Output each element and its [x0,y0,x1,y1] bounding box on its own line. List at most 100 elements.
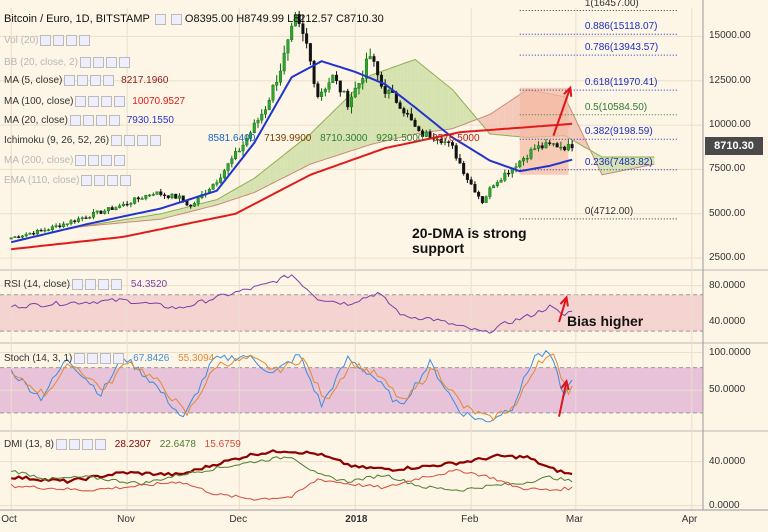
settings-icon[interactable] [82,115,94,126]
add-icon[interactable] [66,35,78,46]
candle-body [477,192,481,197]
close-icon[interactable] [103,75,115,86]
visibility-icon[interactable] [79,57,91,68]
visibility-icon[interactable] [75,155,87,166]
panel-control-icon[interactable] [111,279,123,290]
visibility-icon[interactable] [75,96,87,107]
close-icon[interactable] [79,35,91,46]
candle-body [417,126,421,132]
indicator-legend-item[interactable]: Vol (20) [4,35,91,47]
settings-icon[interactable] [53,35,65,46]
indicator-legend-item[interactable]: MA (20, close) 7930.1550 [4,115,174,126]
panel-control-icon[interactable] [72,279,84,290]
cloud-segment [261,169,266,189]
cloud-segment [362,79,367,148]
panel-control-icon[interactable] [82,439,94,450]
cloud-segment [418,62,423,134]
panel-control-icon[interactable] [56,439,68,450]
cloud-segment [250,178,255,194]
fib-level-label: 0.382(9198.59) [584,126,653,138]
panel-control-icon[interactable] [113,353,125,364]
candle-body [533,148,537,150]
panel-control-icon[interactable] [100,353,112,364]
indicator-name: Vol (20) [4,35,39,47]
settings-icon[interactable] [154,13,166,25]
cloud-segment [407,60,412,136]
cloud-segment [358,82,363,149]
settings-icon[interactable] [88,96,100,107]
candle-body [230,158,234,164]
ichimoku-line-value: 8710.3000 [320,133,371,144]
candle-body [159,191,163,196]
candle-body [290,25,294,40]
cloud-segment [205,201,210,208]
panel-control-icon[interactable] [87,353,99,364]
indicator-legend-item[interactable]: MA (200, close) [4,155,126,166]
indicator-legend-item[interactable]: MA (5, close) 8217.1960 [4,75,168,86]
candle-body [563,146,567,151]
indicator-legend-item[interactable]: Ichimoku (9, 26, 52, 26) [4,135,162,146]
candle-body [65,223,69,225]
visibility-icon[interactable] [69,115,81,126]
candle-body [335,74,339,81]
candle-body [480,196,484,203]
indicator-name: BB (20, close, 2) [4,57,78,69]
cloud-segment [321,119,326,161]
add-icon[interactable] [107,175,119,186]
candle-body [62,223,66,227]
add-icon[interactable] [137,135,149,146]
candle-body [121,203,125,207]
cloud-segment [388,67,393,141]
settings-icon[interactable] [77,75,89,86]
candle-body [297,14,301,24]
close-icon[interactable] [108,115,120,126]
add-icon[interactable] [101,155,113,166]
visibility-icon[interactable] [64,75,76,86]
candle-body [462,163,466,174]
close-icon[interactable] [114,96,126,107]
candle-body [293,14,297,27]
add-icon[interactable] [90,75,102,86]
candle-body [525,157,529,160]
panel-control-icon[interactable] [69,439,81,450]
candle-body [125,203,129,206]
close-icon[interactable] [150,135,162,146]
cloud-segment [209,200,214,207]
panel-control-icon[interactable] [85,279,97,290]
visibility-icon[interactable] [40,35,52,46]
candle-body [222,170,226,179]
moving-average-line [10,60,573,244]
cloud-segment [377,71,382,143]
indicator-legend-item[interactable]: MA (100, close) 10070.9527 [4,96,185,107]
panel-control-icon[interactable] [95,439,107,450]
settings-icon[interactable] [94,175,106,186]
candle-body [252,122,256,133]
x-tick-label: Feb [461,514,479,525]
add-icon[interactable] [105,57,117,68]
cloud-segment [325,115,330,160]
cloud-segment [153,214,158,220]
close-icon[interactable] [114,155,126,166]
visibility-icon[interactable] [170,13,182,25]
panel-title: Stoch (14, 3, 1) 67.8426 55.3094 [4,353,214,364]
indicator-name: EMA (110, close) [4,175,80,187]
cloud-segment [396,64,401,139]
panel-control-icon[interactable] [98,279,110,290]
ohlc-low: L8212.57 [287,13,333,25]
indicator-legend-item[interactable]: BB (20, close, 2) [4,57,130,68]
visibility-icon[interactable] [111,135,123,146]
candle-body [133,197,137,204]
candle-body [447,141,451,143]
settings-icon[interactable] [92,57,104,68]
add-icon[interactable] [95,115,107,126]
cloud-segment [370,74,374,145]
settings-icon[interactable] [88,155,100,166]
close-icon[interactable] [118,57,130,68]
panel-control-icon[interactable] [74,353,86,364]
close-icon[interactable] [120,175,132,186]
indicator-legend-item[interactable]: EMA (110, close) [4,175,132,187]
add-icon[interactable] [101,96,113,107]
cloud-segment [228,191,232,202]
settings-icon[interactable] [124,135,136,146]
visibility-icon[interactable] [81,175,93,186]
